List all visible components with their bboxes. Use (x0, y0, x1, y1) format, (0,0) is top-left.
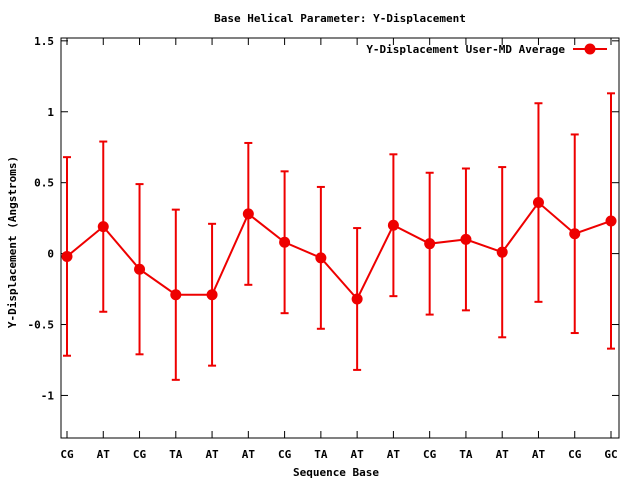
x-tick-label: TA (459, 448, 473, 461)
data-point (61, 250, 73, 262)
data-point (242, 208, 254, 220)
y-tick-label: 1 (47, 106, 54, 119)
data-point (315, 252, 327, 264)
y-tick-label: -0.5 (28, 319, 55, 332)
data-point (279, 236, 291, 248)
y-tick-label: 0.5 (34, 177, 54, 190)
x-tick-label: CG (133, 448, 147, 461)
legend: Y-Displacement User-MD Average (366, 43, 607, 56)
data-point (460, 233, 472, 245)
data-point (170, 289, 182, 301)
data-point (532, 197, 544, 209)
chart-title: Base Helical Parameter: Y-Displacement (214, 12, 466, 25)
legend-label: Y-Displacement User-MD Average (366, 43, 565, 56)
y-tick-label: 0 (47, 248, 54, 261)
data-point (496, 246, 508, 258)
data-point (569, 228, 581, 240)
x-tick-label: CG (278, 448, 292, 461)
x-tick-label: AT (97, 448, 111, 461)
data-point (387, 219, 399, 231)
series-line (66, 201, 612, 301)
x-tick-label: CG (423, 448, 437, 461)
y-axis: 1.5 1 0.5 0 -0.5 -1 (28, 35, 619, 402)
x-tick-label: AT (351, 448, 365, 461)
x-tick-label: TA (314, 448, 328, 461)
x-tick-label: TA (169, 448, 183, 461)
x-axis-label: Sequence Base (293, 466, 379, 479)
plot-frame (60, 37, 620, 439)
series-layer (61, 92, 617, 381)
data-point (97, 221, 109, 233)
x-tick-label: AT (387, 448, 401, 461)
x-tick-label: AT (496, 448, 510, 461)
x-tick-label: CG (60, 448, 74, 461)
y-tick-label: -1 (41, 389, 55, 402)
data-point (351, 293, 363, 305)
y-axis-label: Y-Displacement (Angstroms) (6, 156, 19, 328)
x-tick-label: AT (532, 448, 546, 461)
legend-marker (584, 43, 596, 55)
data-point (605, 215, 617, 227)
y-tick-label: 1.5 (34, 35, 54, 48)
x-axis: CG AT CG TA AT AT CG TA AT AT CG TA AT AT CG GC (60, 38, 618, 461)
data-point (206, 289, 218, 301)
data-point (134, 263, 146, 275)
x-tick-label: AT (205, 448, 219, 461)
x-tick-label: CG (568, 448, 582, 461)
x-tick-label: GC (604, 448, 617, 461)
x-tick-label: AT (242, 448, 256, 461)
data-point (424, 238, 436, 250)
